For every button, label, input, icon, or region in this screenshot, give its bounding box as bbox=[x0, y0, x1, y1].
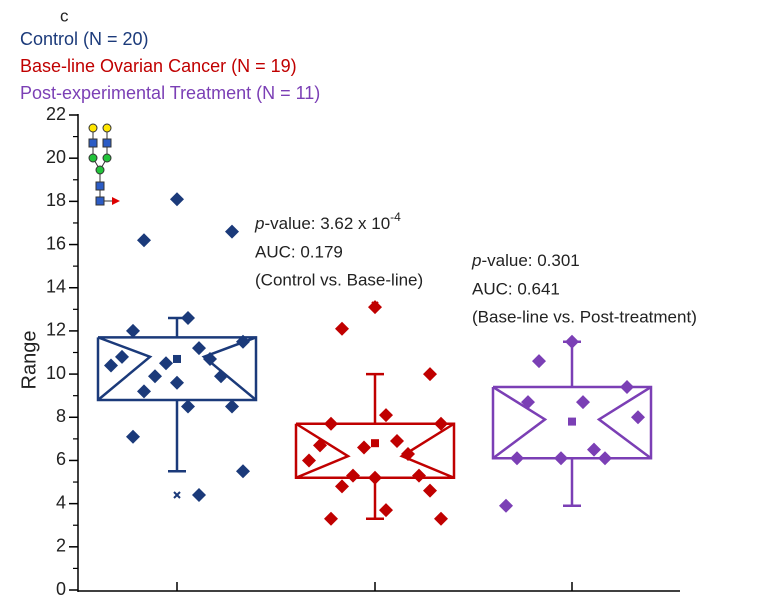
y-tick-label: 20 bbox=[46, 147, 66, 167]
panel-label: c bbox=[60, 6, 69, 25]
data-point bbox=[170, 192, 184, 206]
annotation-auc: AUC: 0.641 bbox=[472, 279, 560, 298]
glycan-icon bbox=[89, 124, 120, 205]
data-point bbox=[379, 503, 393, 517]
p-label: p bbox=[471, 251, 481, 270]
data-point bbox=[434, 512, 448, 526]
y-tick-label: 18 bbox=[46, 190, 66, 210]
min-marker bbox=[174, 492, 180, 498]
data-point bbox=[532, 354, 546, 368]
data-point bbox=[225, 225, 239, 239]
mean-marker bbox=[173, 355, 181, 363]
data-point bbox=[368, 300, 382, 314]
data-point bbox=[499, 499, 513, 513]
y-tick-label: 10 bbox=[46, 363, 66, 383]
legend-entry: Post-experimental Treatment (N = 11) bbox=[20, 83, 320, 103]
page: {"chart_data": { "type": "box", "panel_l… bbox=[0, 0, 757, 599]
legend-entry: Base-line Ovarian Cancer (N = 19) bbox=[20, 56, 297, 76]
legend-entry: Control (N = 20) bbox=[20, 29, 149, 49]
mean-marker bbox=[371, 439, 379, 447]
p-text: -value: 3.62 x 10 bbox=[264, 214, 390, 233]
data-point bbox=[225, 399, 239, 413]
y-tick-label: 16 bbox=[46, 233, 66, 253]
annotation-pvalue: p-value: 3.62 x 10-4 bbox=[254, 210, 401, 233]
data-point bbox=[181, 399, 195, 413]
y-tick-label: 12 bbox=[46, 320, 66, 340]
data-point bbox=[126, 324, 140, 338]
annotation-comparison: (Base-line vs. Post-treatment) bbox=[472, 307, 697, 326]
data-point bbox=[192, 488, 206, 502]
annotation-comparison: (Control vs. Base-line) bbox=[255, 270, 423, 289]
data-point bbox=[335, 479, 349, 493]
y-tick-label: 22 bbox=[46, 104, 66, 124]
data-point bbox=[126, 430, 140, 444]
annotation-pvalue: p-value: 0.301 bbox=[471, 251, 580, 270]
data-point bbox=[236, 464, 250, 478]
chart: c Range 0 2 4 6 8 10 12 14 16 18 20 22 Control (N = … bbox=[0, 0, 757, 599]
data-point bbox=[137, 233, 151, 247]
y-tick-label: 0 bbox=[56, 579, 66, 599]
y-tick-label: 8 bbox=[56, 406, 66, 426]
y-tick-label: 4 bbox=[56, 492, 66, 512]
y-axis-label: Range bbox=[18, 331, 40, 390]
data-point bbox=[423, 484, 437, 498]
y-tick-label: 14 bbox=[46, 276, 66, 296]
y-tick-label: 6 bbox=[56, 449, 66, 469]
mean-marker bbox=[568, 418, 576, 426]
data-point bbox=[565, 335, 579, 349]
data-point bbox=[181, 311, 195, 325]
data-point bbox=[379, 408, 393, 422]
data-point bbox=[335, 322, 349, 336]
annotation-auc: AUC: 0.179 bbox=[255, 242, 343, 261]
data-point bbox=[324, 512, 338, 526]
p-label: p bbox=[254, 214, 264, 233]
y-tick-label: 2 bbox=[56, 536, 66, 556]
p-text: -value: 0.301 bbox=[481, 251, 579, 270]
data-point bbox=[423, 367, 437, 381]
p-exponent: -4 bbox=[390, 210, 401, 224]
